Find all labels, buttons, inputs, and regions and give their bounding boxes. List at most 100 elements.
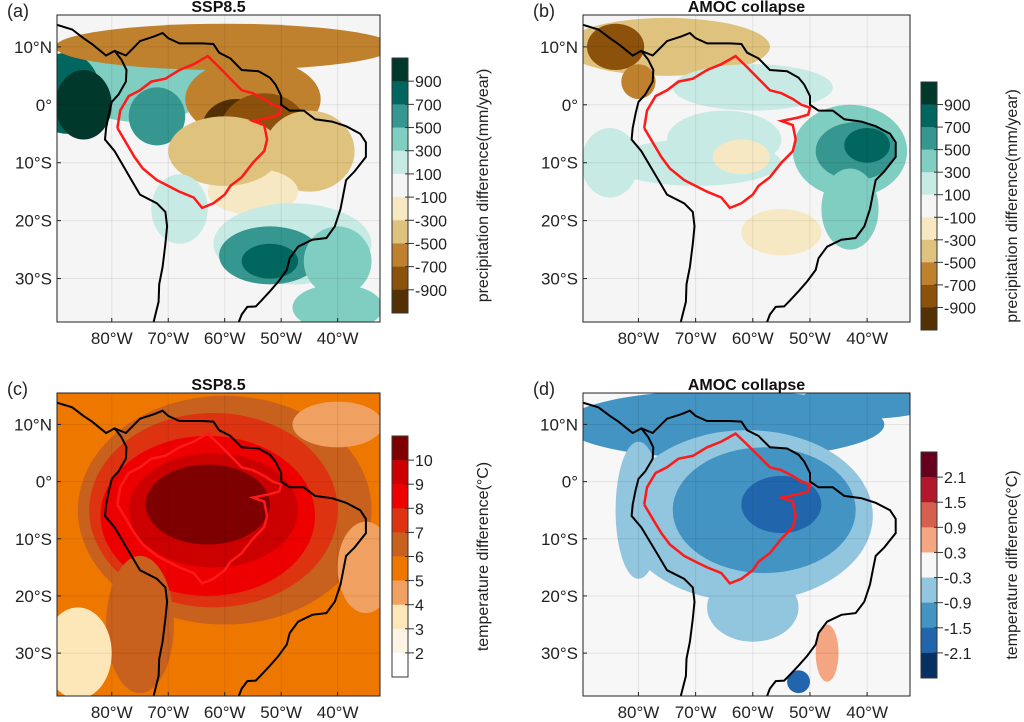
colorbar-swatch — [921, 82, 937, 105]
x-tick-label: 70°W — [675, 703, 717, 722]
colorbar-tick-label: -0.9 — [944, 596, 972, 613]
map-frame — [56, 14, 381, 323]
panel-d: 10°N 0° 10°S 20°S 30°S 80°W 70°W 60°W 50°W 40°W (d… — [533, 377, 1021, 722]
map-frame — [582, 392, 911, 697]
colorbar-swatch — [392, 173, 408, 198]
colorbar-tick-label: 0.3 — [944, 545, 966, 562]
colorbar-swatch — [921, 149, 937, 173]
colorbar-swatch — [921, 552, 937, 578]
y-tick-label: 0° — [36, 473, 52, 492]
amazon-basin-boundary — [116, 54, 283, 210]
colorbar-tick-label: -0.3 — [944, 571, 972, 588]
colorbar-swatch — [392, 289, 408, 314]
map-field — [583, 393, 910, 696]
y-tick-label: 20°S — [541, 212, 578, 231]
amazon-basin-boundary — [642, 54, 812, 210]
contour-region — [337, 521, 380, 614]
colorbar-tick-label: 5 — [415, 574, 424, 591]
y-tick-label: 10°S — [15, 154, 52, 173]
colorbar-tick-label: 900 — [415, 74, 442, 91]
colorbar-swatch — [392, 460, 408, 485]
colorbar-swatch — [921, 502, 937, 528]
colorbar-tick-label: 100 — [944, 188, 971, 205]
colorbar: 10 9 8 7 6 5 4 3 2 temperature difference(°C) — [391, 435, 492, 678]
colorbar: 900 700 500 300 100 -100 -300 -500 -700 -900 preci… — [391, 57, 492, 314]
colorbar-swatch — [392, 197, 408, 221]
contour-region — [707, 573, 799, 642]
colorbar-swatch — [921, 602, 937, 629]
colorbar-swatch — [392, 266, 408, 291]
panel-label: (c) — [7, 379, 28, 399]
colorbar-tick-label: -2.1 — [944, 646, 972, 663]
panel-title: AMOC collapse — [688, 0, 805, 16]
y-tick-label: 0° — [36, 96, 52, 115]
contour-region — [264, 110, 355, 192]
colorbar-tick-label: 6 — [415, 550, 424, 567]
colorbar-swatch — [392, 508, 408, 533]
colorbar-swatch — [392, 580, 408, 605]
contour-region — [741, 209, 822, 256]
colorbar-swatch — [921, 627, 937, 654]
colorbar-swatch — [392, 532, 408, 557]
colorbar-tick-label: -700 — [415, 260, 447, 277]
colorbar-tick-label: 300 — [415, 144, 442, 161]
contour-region — [583, 127, 639, 198]
x-tick-label: 50°W — [260, 329, 302, 348]
panel-c: 10°N 0° 10°S 20°S 30°S 80°W 70°W 60°W 50°W 40°W (c… — [7, 377, 492, 722]
colorbar-label: precipitation difference(mm/year) — [1004, 89, 1021, 323]
coastline-east — [57, 401, 367, 696]
contour-region — [145, 464, 270, 545]
colorbar-swatch — [392, 652, 408, 678]
colorbar-swatch — [921, 577, 937, 603]
x-tick-label: 80°W — [91, 329, 133, 348]
contour-region — [844, 127, 890, 163]
x-tick-label: 40°W — [846, 703, 888, 722]
colorbar: 900 700 500 300 100 -100 -300 -500 -700 -900 preci… — [920, 81, 1021, 331]
contour-region — [587, 23, 645, 71]
colorbar-frame — [920, 451, 938, 679]
x-tick-label: 40°W — [317, 703, 359, 722]
map-frame — [56, 392, 381, 697]
x-tick-label: 80°W — [91, 703, 133, 722]
colorbar-swatch — [392, 58, 408, 82]
colorbar-swatch — [392, 604, 408, 630]
panel-title: SSP8.5 — [191, 0, 245, 16]
panel-a: 10°N 0° 10°S 20°S 30°S 80°W 70°W 60°W 50°W 40°W (a… — [7, 0, 492, 348]
y-tick-label: 10°N — [540, 415, 578, 434]
coastline-west — [103, 427, 169, 696]
colorbar-tick-label: 0.9 — [944, 520, 966, 537]
colorbar-swatch — [921, 652, 937, 679]
colorbar-swatch — [392, 220, 408, 244]
colorbar-tick-label: 8 — [415, 501, 424, 518]
colorbar-swatch — [921, 104, 937, 128]
contour-region — [615, 441, 662, 579]
contour-region — [57, 607, 112, 696]
colorbar-label: precipitation difference(mm/year) — [475, 69, 492, 303]
panel-label: (d) — [533, 379, 555, 399]
colorbar-tick-label: -500 — [944, 255, 976, 272]
colorbar-label: temperature difference(°C) — [1004, 470, 1021, 659]
colorbar-swatch — [392, 127, 408, 152]
contour-region — [798, 393, 910, 419]
colorbar-swatch — [392, 104, 408, 128]
contour-region — [241, 243, 299, 279]
panel-label: (b) — [533, 1, 555, 21]
map-field — [583, 15, 910, 322]
x-tick-label: 40°W — [317, 329, 359, 348]
colorbar-tick-label: 700 — [415, 97, 442, 114]
x-tick-label: 50°W — [789, 703, 831, 722]
colorbar-swatch — [921, 527, 937, 553]
colorbar-tick-label: 100 — [415, 167, 442, 184]
contour-region — [292, 401, 380, 448]
colorbar-tick-label: 300 — [944, 165, 971, 182]
colorbar-swatch — [392, 150, 408, 175]
x-tick-label: 60°W — [732, 703, 774, 722]
colorbar-swatch — [921, 239, 937, 263]
colorbar-tick-label: -300 — [944, 233, 976, 250]
contour-region — [151, 174, 208, 244]
colorbar-swatch — [921, 127, 937, 150]
contour-region — [815, 624, 839, 682]
x-tick-label: 60°W — [204, 703, 246, 722]
map-frame — [582, 14, 911, 323]
